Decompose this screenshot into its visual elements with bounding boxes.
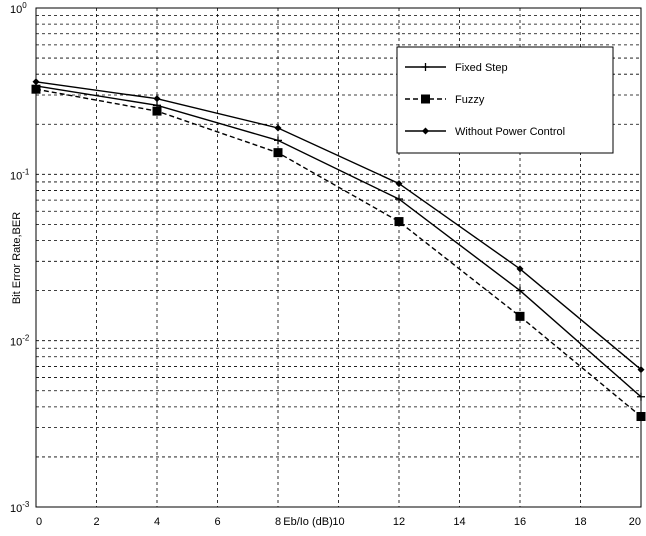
x-tick-label: 18	[574, 516, 586, 528]
data-point-without-power-control	[153, 95, 161, 103]
series-line-fuzzy	[35, 88, 642, 418]
x-tick-label: 16	[514, 516, 526, 528]
x-tick-label: 0	[36, 516, 42, 528]
x-axis-label: Eb/Io (dB)	[283, 516, 333, 528]
x-tick-label: 14	[453, 516, 465, 528]
y-tick-label: 10-1	[10, 167, 30, 182]
series-line-without-power-control	[35, 81, 642, 371]
y-tick-label: 10-3	[10, 500, 30, 515]
y-axis-label: Bit Error Rate,BER	[11, 212, 23, 304]
x-tick-label: 4	[154, 516, 160, 528]
legend-marker-fuzzy	[421, 94, 430, 104]
legend: Fixed Step Fuzzy Without Power Control	[396, 46, 614, 154]
y-tick-label: 10-2	[10, 334, 30, 349]
legend-marker-without-power-control	[422, 127, 429, 135]
x-tick-label: 12	[393, 516, 405, 528]
x-tick-label: 10	[332, 516, 344, 528]
legend-marker-fixed-step	[421, 63, 430, 71]
legend-label-without-power-control: Without Power Control	[455, 126, 565, 138]
x-tick-label: 20	[629, 516, 641, 528]
data-point-without-power-control	[516, 265, 524, 273]
y-tick-labels: 100 10-1 10-2 10-3	[10, 1, 30, 515]
data-point-fixed-step	[395, 195, 403, 204]
x-tick-label: 8	[275, 516, 281, 528]
x-tick-label: 2	[93, 516, 99, 528]
legend-label-fuzzy: Fuzzy	[455, 94, 485, 106]
series-line-fixed-step	[35, 85, 642, 398]
plot-frame	[35, 7, 642, 508]
data-point-without-power-control	[274, 124, 282, 132]
data-point-fuzzy	[273, 148, 283, 158]
legend-label-fixed-step: Fixed Step	[455, 62, 508, 74]
legend-entries: Fixed Step Fuzzy Without Power Control	[405, 62, 565, 138]
data-point-fixed-step	[274, 136, 282, 145]
y-tick-label: 100	[10, 1, 27, 16]
x-tick-label: 6	[214, 516, 220, 528]
data-point-fuzzy	[515, 311, 525, 321]
data-point-fixed-step	[516, 286, 524, 295]
data-point-fuzzy	[152, 106, 162, 116]
data-point-fuzzy	[394, 217, 404, 227]
data-point-without-power-control	[395, 180, 403, 188]
series-lines-layer	[35, 81, 642, 418]
legend-box	[396, 46, 614, 154]
x-tick-labels: 0 2 4 6 8 10 12 14 16 18 20	[36, 516, 641, 528]
